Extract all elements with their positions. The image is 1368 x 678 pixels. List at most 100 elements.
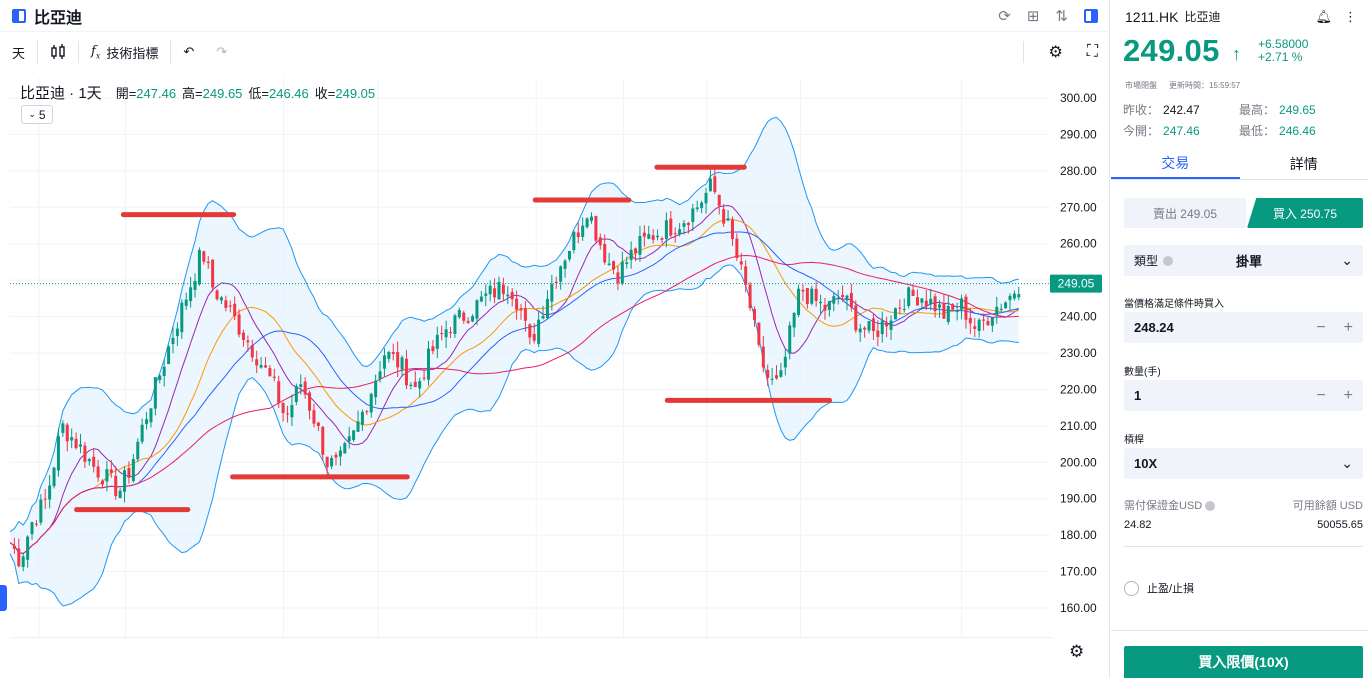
trigger-price-value: 248.24 — [1134, 320, 1174, 335]
candle-body — [202, 251, 206, 262]
plus-icon[interactable]: + — [1343, 318, 1353, 336]
candle-body — [902, 308, 906, 310]
candle-body — [858, 328, 862, 333]
indicators-button[interactable]: fx 技術指標 — [91, 43, 158, 62]
candle-body — [114, 475, 118, 497]
chart-toolbar: 天 fx 技術指標 ↶ ↷ ⚙ ⛶ — [0, 34, 1110, 70]
candle-body — [224, 300, 228, 308]
candle-body — [686, 222, 690, 226]
candle-body — [26, 536, 30, 560]
candle-body — [466, 320, 470, 323]
candle-body — [603, 244, 607, 263]
candle-body — [391, 352, 395, 355]
candle-body — [893, 308, 897, 320]
candle-body — [528, 324, 532, 338]
fullscreen-icon[interactable]: ⛶ — [1086, 43, 1098, 60]
candle-body — [290, 405, 294, 418]
candle-body — [321, 426, 325, 455]
price-change: +6.58000 +2.71 % — [1258, 38, 1308, 64]
y-tick-label: 230.00 — [1060, 346, 1097, 360]
minus-icon[interactable]: − — [1316, 318, 1326, 336]
candle-body — [471, 316, 475, 322]
candle-body — [933, 296, 937, 312]
grid-icon[interactable]: ⊞ — [1026, 7, 1040, 25]
candle-body — [982, 319, 986, 321]
info-icon[interactable] — [1205, 501, 1216, 512]
candle-body — [598, 237, 602, 246]
tab-detail[interactable]: 詳情 — [1289, 155, 1318, 172]
indicator-collapse-toggle[interactable]: ⌄ 5 — [21, 105, 53, 124]
candle-body — [779, 370, 783, 377]
divider — [1111, 630, 1368, 631]
tab-trade[interactable]: 交易 — [1111, 148, 1240, 179]
indicator-count: 5 — [38, 107, 46, 122]
candle-body — [999, 308, 1003, 310]
plus-icon[interactable]: + — [1343, 386, 1353, 404]
close-key: 收= — [314, 86, 336, 101]
candle-body — [325, 456, 329, 468]
redo-icon[interactable]: ↷ — [216, 44, 228, 59]
candle-body — [523, 308, 527, 321]
update-time: 更新時間：15:59:57 — [1169, 81, 1241, 90]
candle-body — [938, 304, 942, 308]
candle-body — [123, 470, 127, 492]
candle-body — [167, 346, 171, 365]
submit-order-button[interactable]: 買入限價(10X) — [1124, 646, 1363, 678]
candlestick-icon[interactable] — [50, 44, 66, 60]
tpsl-radio[interactable] — [1124, 580, 1139, 596]
price-chart[interactable]: 300.00290.00280.00270.00260.00250.00240.… — [0, 78, 1110, 638]
candle-body — [841, 294, 845, 298]
available-label: 可用餘額 USD — [1292, 500, 1363, 512]
candle-body — [713, 176, 717, 193]
drawing-panel-handle[interactable] — [0, 585, 7, 611]
order-type-value: 掛單 — [1236, 254, 1263, 269]
candle-body — [215, 290, 219, 300]
sort-icon[interactable]: ⇅ — [1055, 7, 1068, 25]
undo-icon[interactable]: ↶ — [183, 44, 195, 59]
trigger-price-input[interactable]: 248.24 − + — [1124, 312, 1363, 343]
candle-body — [515, 298, 519, 310]
candle-body — [409, 384, 413, 387]
tpsl-option[interactable]: 止盈/止損 — [1124, 580, 1194, 596]
candle-body — [691, 208, 695, 222]
candle-body — [946, 306, 950, 323]
candle-body — [519, 308, 523, 311]
last-price: 249.05 — [1123, 33, 1220, 68]
candle-body — [664, 220, 668, 239]
toolbar-divider — [1023, 41, 1025, 63]
panel-toggle-icon[interactable] — [1084, 8, 1098, 23]
market-status: 市場閉盤 更新時間：15:59:57 — [1125, 80, 1240, 91]
sell-button[interactable]: 賣出 249.05 — [1124, 198, 1246, 228]
chart-settings-icon[interactable]: ⚙ — [1069, 642, 1085, 661]
leverage-select[interactable]: 10X ⌄ — [1124, 448, 1363, 479]
candle-body — [43, 498, 47, 500]
info-icon[interactable] — [1163, 255, 1174, 266]
high-value: 249.65 — [202, 86, 243, 101]
interval-button[interactable]: 天 — [12, 45, 26, 61]
candle-body — [739, 261, 743, 265]
candle-body — [554, 281, 558, 284]
minus-icon[interactable]: − — [1316, 386, 1326, 404]
more-icon[interactable]: ⋮ — [1344, 8, 1357, 24]
candle-body — [845, 295, 849, 301]
layout-icon[interactable] — [12, 8, 26, 23]
candle-body — [294, 386, 298, 402]
day-high-value: 249.65 — [1279, 103, 1316, 117]
buy-button[interactable]: 買入 250.75 — [1247, 198, 1363, 228]
order-type-select[interactable]: 類型 掛單 ⌄ — [1124, 245, 1363, 276]
gear-icon[interactable]: ⚙ — [1048, 44, 1063, 61]
candle-body — [374, 380, 378, 398]
bell-icon[interactable]: 🔔︎ — [1315, 8, 1332, 24]
quantity-stepper[interactable]: 1 − + — [1124, 380, 1363, 411]
candle-body — [101, 480, 105, 485]
candle-body — [915, 297, 919, 306]
candle-body — [228, 305, 232, 307]
refresh-icon[interactable]: ⟳ — [998, 7, 1011, 25]
toolbar-divider — [170, 41, 172, 63]
order-type-label: 類型 — [1134, 254, 1159, 268]
candle-body — [695, 207, 699, 210]
candle-body — [871, 318, 875, 332]
leverage-label: 槓桿 — [1124, 435, 1144, 446]
candle-body — [435, 334, 439, 349]
candle-body — [382, 355, 386, 369]
